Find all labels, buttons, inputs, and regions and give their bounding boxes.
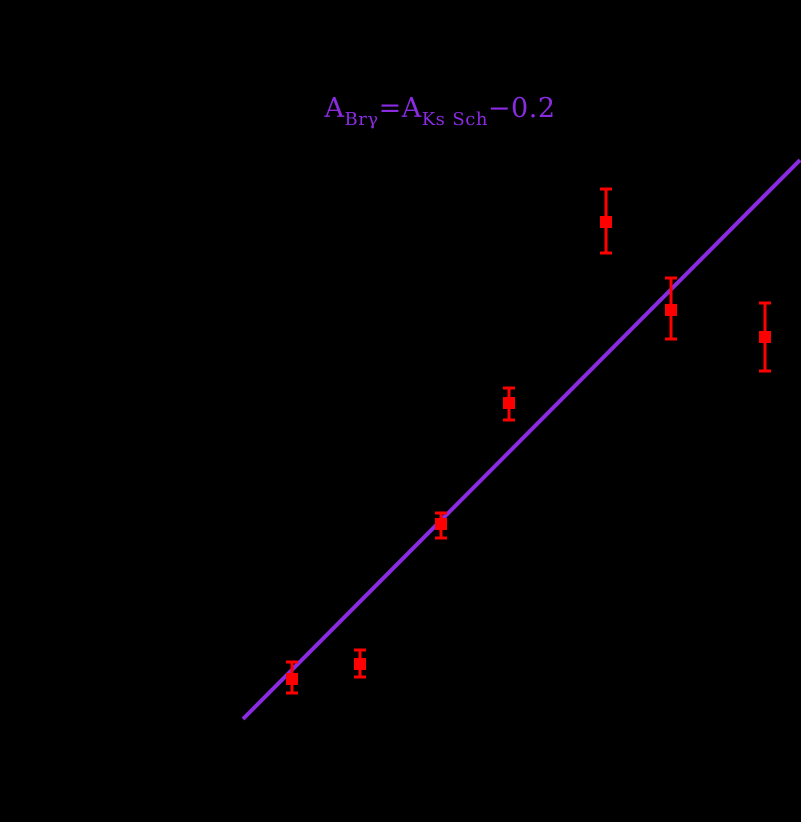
data-point <box>435 511 447 540</box>
data-marker-square <box>600 216 612 228</box>
title-equals: = <box>378 93 402 124</box>
data-marker-square <box>503 397 515 409</box>
data-point <box>354 648 366 679</box>
title-symbol-A2: A <box>401 93 422 124</box>
data-point <box>759 301 771 373</box>
data-marker-square <box>759 331 771 343</box>
title-offset-value: −0.2 <box>487 93 556 124</box>
data-point <box>600 187 612 255</box>
data-marker-square <box>435 518 447 530</box>
data-point <box>665 276 677 341</box>
data-point <box>503 386 515 422</box>
title-subscript-ks: Ks <box>421 109 446 130</box>
title-subscript-sch: Sch <box>452 109 488 130</box>
data-point <box>286 660 298 695</box>
title-symbol-A1: A <box>324 93 345 124</box>
data-marker-square <box>286 673 298 685</box>
fit-line <box>241 158 801 721</box>
data-marker-square <box>354 658 366 670</box>
data-marker-square <box>665 304 677 316</box>
plot-title: ABrγ=AKs Sch−0.2 <box>325 95 556 134</box>
title-subscript-brgamma: Brγ <box>344 109 379 130</box>
